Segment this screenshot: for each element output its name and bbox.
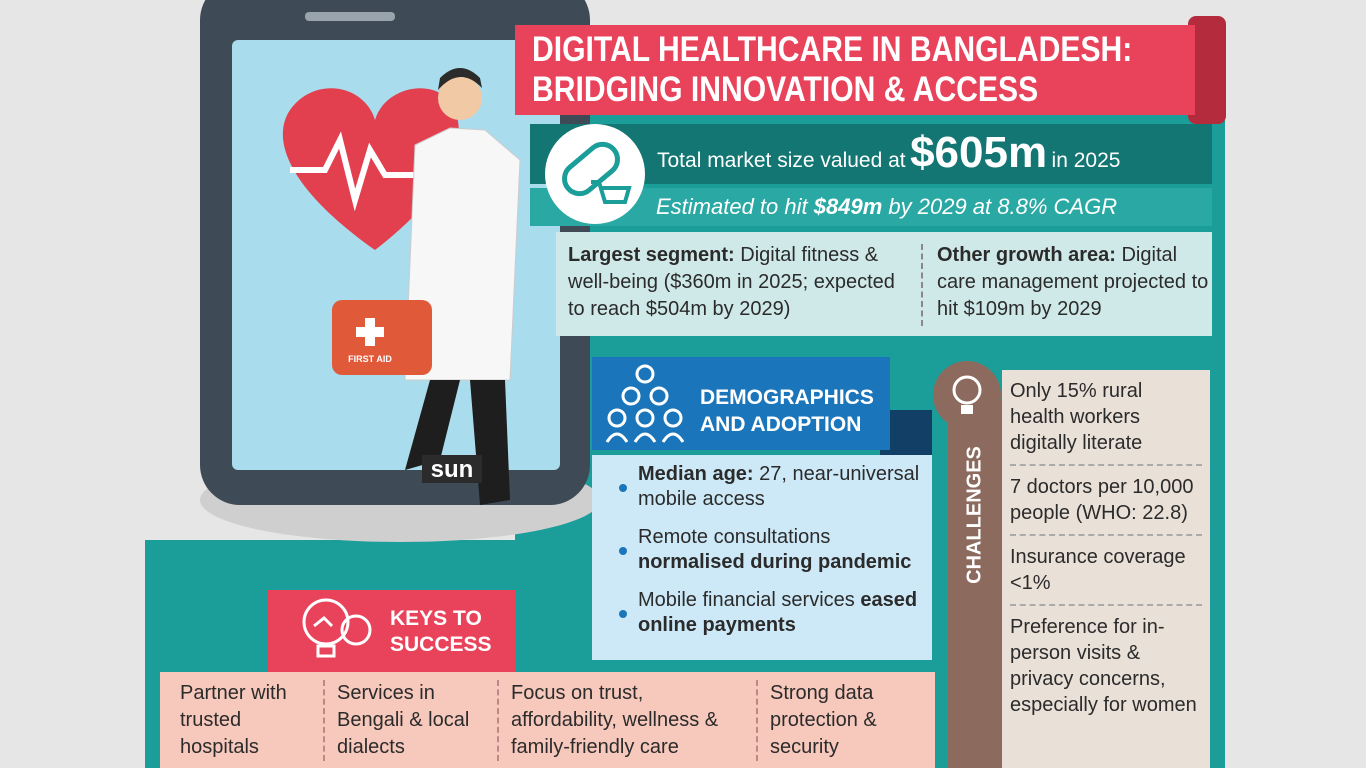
title-banner [515, 25, 1195, 115]
logo-box [422, 455, 482, 483]
people-icon [605, 364, 685, 443]
segment: Other growth area: Digital care manageme… [937, 242, 1209, 323]
bullet [619, 610, 627, 618]
forecast-highlight: $849m [813, 194, 883, 219]
demographics-list: Median age: 27, near-universal mobile ac… [619, 462, 928, 638]
item-strong: eased online payments [638, 589, 918, 636]
segment-label: Largest segment: [568, 244, 735, 266]
market-tail: in 2025 [1051, 149, 1121, 172]
challenges-title: CHALLENGES [963, 446, 986, 584]
icon-circle [933, 361, 1001, 429]
icon-circle [545, 124, 645, 224]
keys-box [160, 672, 935, 768]
segment-text: Digital care management projected to hit… [937, 244, 1209, 320]
key-item: Focus on trust, affordability, wellness … [499, 680, 758, 761]
key-item: Strong data protection & security [770, 682, 877, 758]
segment: Largest segment: Digital fitness & well-… [568, 242, 910, 323]
item-plain: 27, near-universal mobile access [638, 463, 920, 510]
bulb-base [961, 405, 973, 414]
demographic-item: Remote consultations normalised during p… [619, 525, 928, 575]
kit-cross [356, 327, 384, 337]
forecast: Estimated to hit $849m by 2029 at 8.8% C… [656, 194, 1117, 220]
doctor-coat [404, 127, 521, 381]
keys-title: KEYS TO SUCCESS [390, 607, 492, 656]
forecast-lead: Estimated to hit [656, 194, 808, 219]
item-strong: normalised during pandemic [638, 551, 912, 573]
first-aid-kit [332, 300, 432, 375]
logo: sun [431, 456, 474, 483]
bulb-icon [933, 361, 1001, 429]
demographic-item: Mobile financial services eased online p… [619, 588, 928, 638]
doctor-head [438, 76, 482, 120]
keys-icon [302, 598, 372, 658]
divider [921, 244, 923, 326]
challenges-strip [948, 400, 1002, 768]
doctor-legs [405, 380, 510, 505]
demographics-box [592, 455, 932, 660]
demographic-item: Median age: 27, near-universal mobile ac… [619, 462, 928, 512]
segment-text: Digital fitness & well-being ($360m in 2… [568, 244, 895, 320]
item-strong: Median age: [638, 463, 754, 485]
challenges-list: Only 15% rural health workers digitally … [1010, 378, 1202, 718]
challenge-item: Preference for in-person visits & privac… [1010, 616, 1197, 716]
item-plain: Remote consultations [638, 526, 831, 548]
challenge-item: Only 15% rural health workers digitally … [1010, 378, 1202, 466]
market-line: Total market size valued at $605m in 202… [657, 128, 1120, 178]
segments-box [556, 232, 1212, 336]
keys-header [268, 590, 515, 672]
pill [562, 141, 620, 197]
keys-list: Partner with trusted hospitals Services … [172, 680, 932, 761]
key-item: Services in Bengali & local dialects [325, 680, 499, 761]
demographics-title: DEMOGRAPHICS AND ADOPTION [700, 386, 874, 436]
title-line: BRIDGING INNOVATION & ACCESS [532, 70, 1039, 109]
market-icon [545, 124, 645, 224]
bulb [952, 375, 982, 405]
title: DIGITAL HEALTHCARE IN BANGLADESH: BRIDGI… [532, 30, 1132, 110]
bullet [619, 484, 627, 492]
forecast-band [530, 188, 1212, 226]
cart [591, 180, 632, 204]
item-plain: Mobile financial services [638, 589, 855, 611]
challenges-box [1002, 370, 1210, 768]
heartbeat [290, 131, 430, 212]
bullet [619, 547, 627, 555]
doctor-hair [438, 68, 482, 90]
challenge-item: 7 doctors per 10,000 people (WHO: 22.8) [1010, 474, 1202, 536]
challenge-item: Insurance coverage <1% [1010, 544, 1202, 606]
market-value: $605m [910, 128, 1048, 177]
key-item: Partner with trusted hospitals [172, 680, 325, 761]
title-line: DIGITAL HEALTHCARE IN BANGLADESH: [532, 30, 1133, 69]
speaker [305, 12, 395, 21]
market-lead: Total market size valued at [657, 149, 906, 172]
forecast-rest: by 2029 at 8.8% CAGR [888, 194, 1118, 219]
kit-label: FIRST AID [348, 354, 392, 364]
segment-label: Other growth area: [937, 244, 1116, 266]
phone-illustration: FIRST AID sun [200, 0, 600, 542]
